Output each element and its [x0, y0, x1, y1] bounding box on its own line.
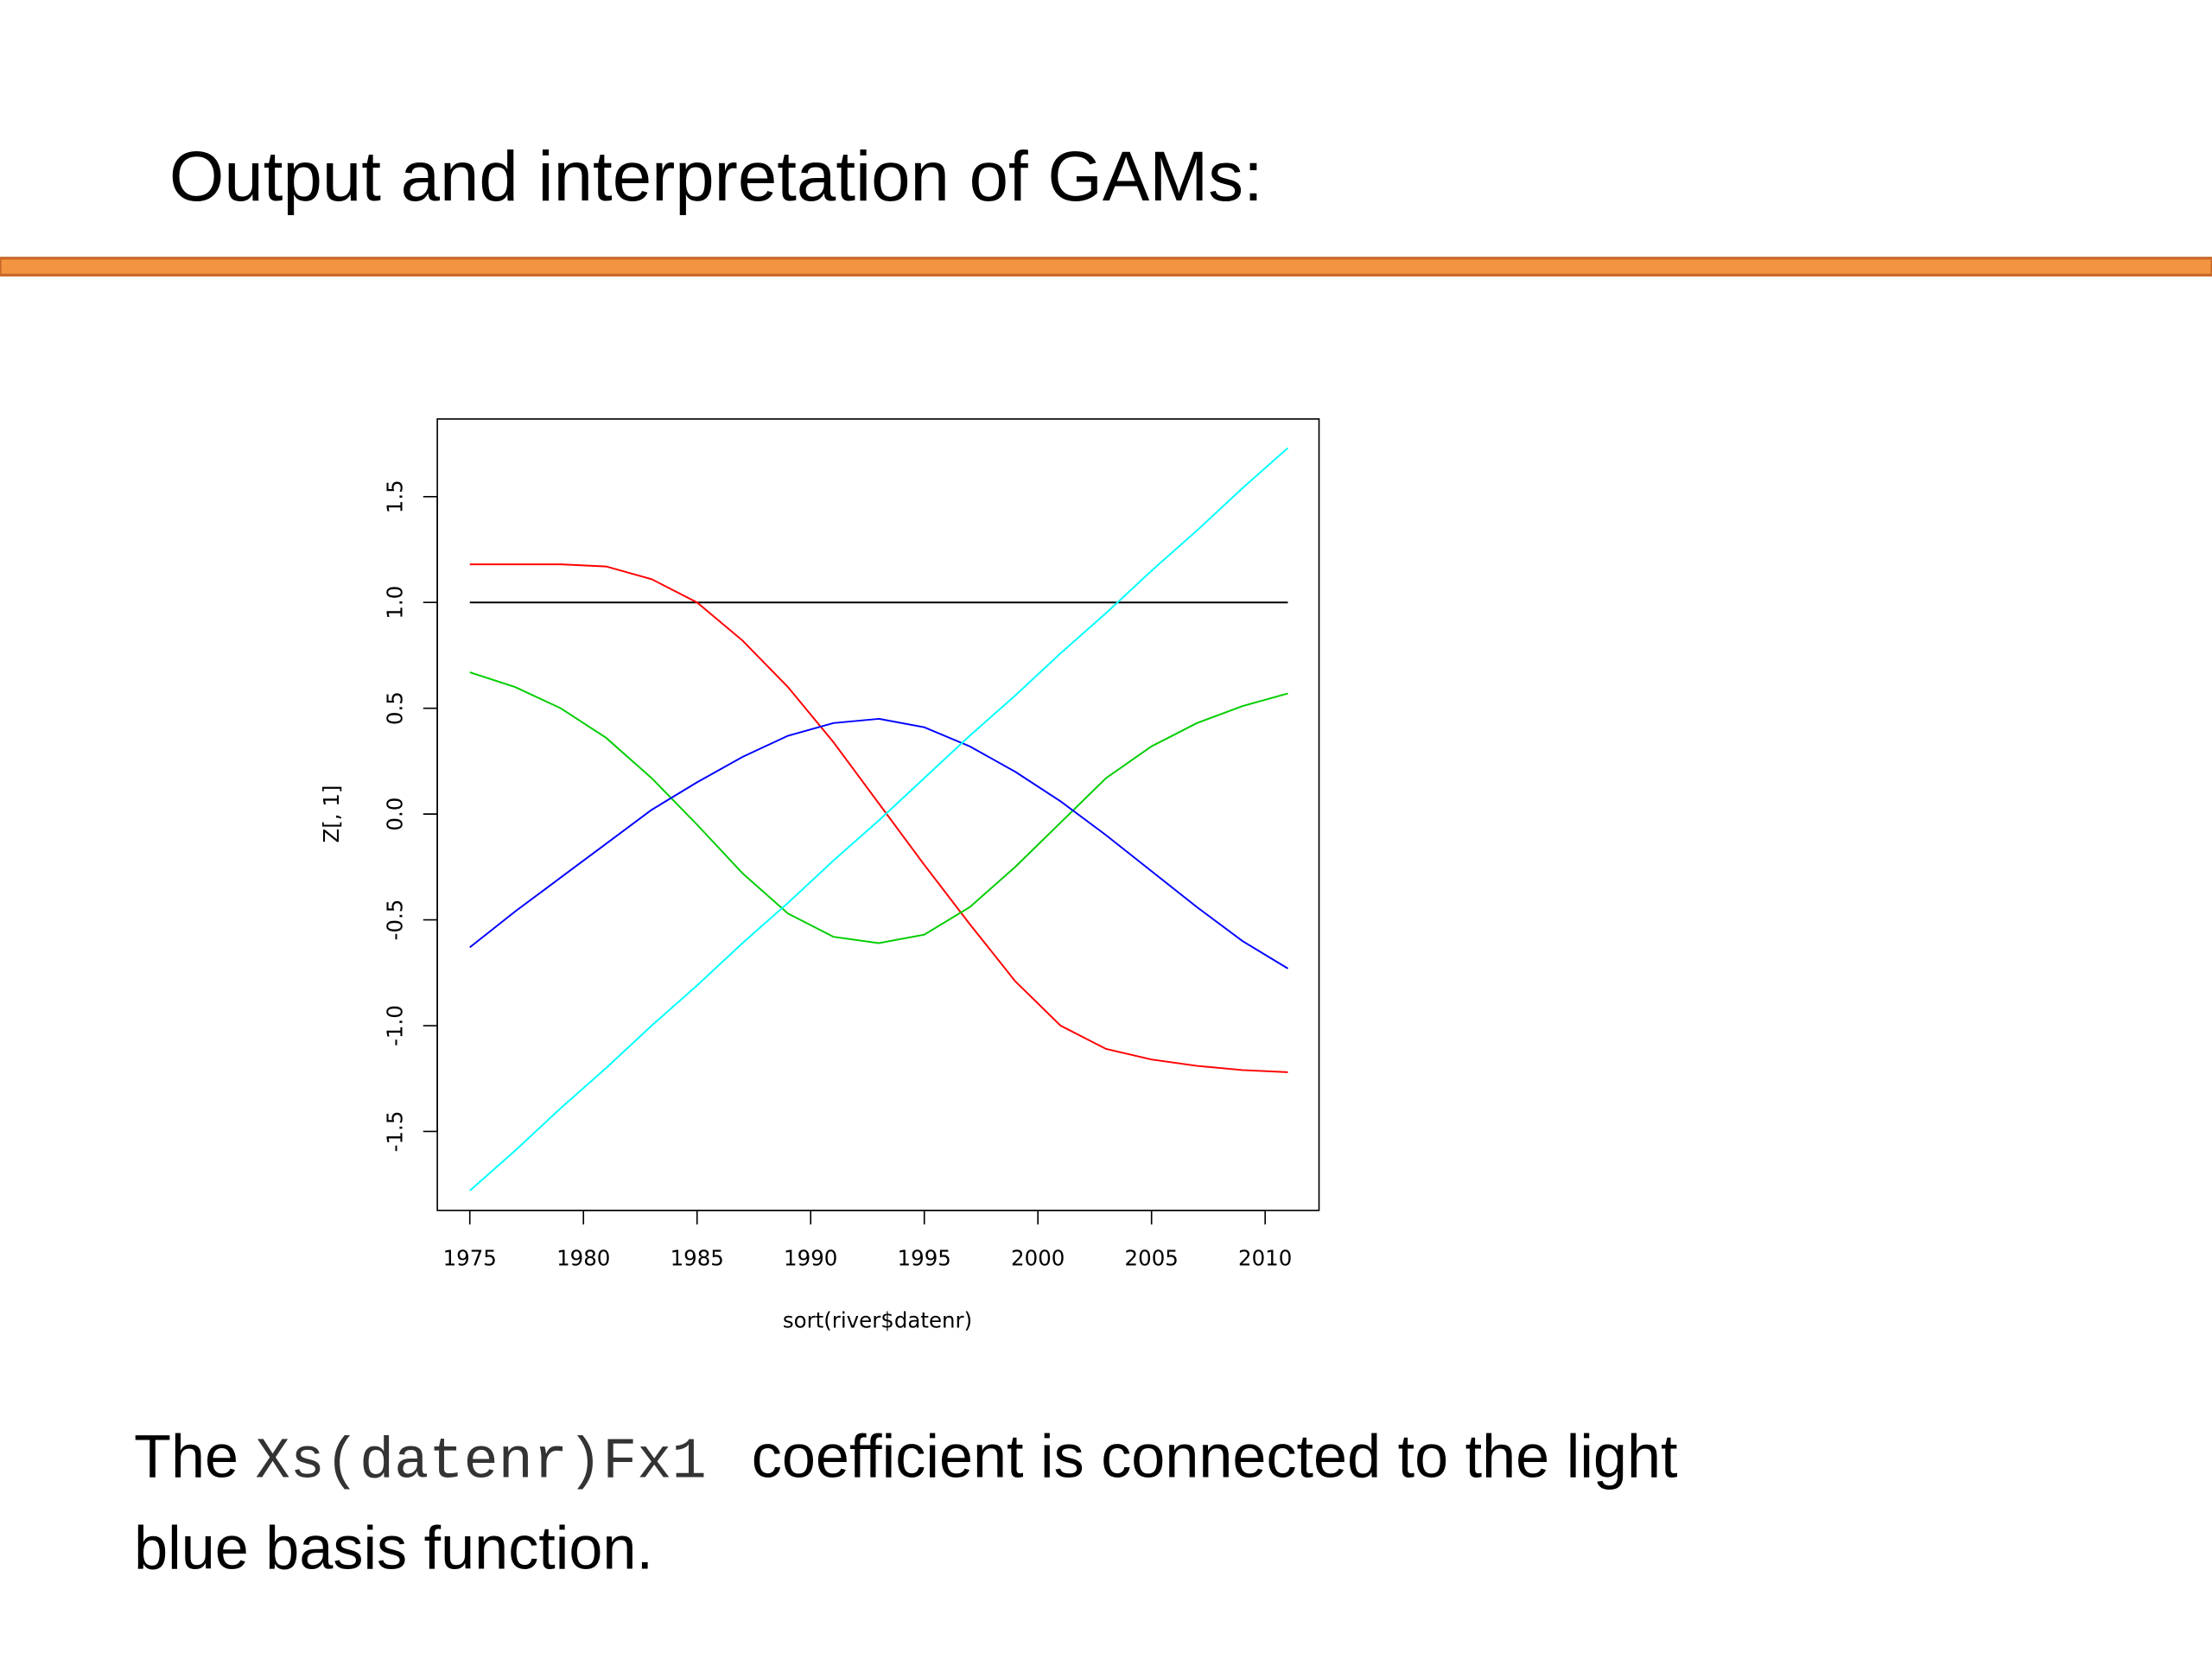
body-text: The	[134, 1421, 255, 1490]
x-tick-label: 1985	[671, 1245, 724, 1270]
x-tick-label: 1995	[898, 1245, 951, 1270]
series-line	[469, 671, 1288, 944]
code-text: Xs(datenr)Fx1	[256, 1429, 707, 1495]
x-tick-label: 1980	[556, 1245, 610, 1270]
x-tick-label: 2010	[1238, 1245, 1292, 1270]
series-line	[469, 563, 1288, 1073]
series-line	[469, 717, 1289, 969]
series-line	[469, 447, 1289, 1192]
slide-title: Output and interpretation of GAMs:	[169, 137, 1263, 216]
x-tick-label: 1975	[443, 1245, 497, 1270]
x-tick-label: 2000	[1011, 1245, 1065, 1270]
plot-frame	[436, 418, 1320, 1211]
x-tick-label: 2005	[1125, 1245, 1179, 1270]
x-tick-label: 1990	[784, 1245, 837, 1270]
y-tick-label: -1.5	[382, 1111, 407, 1153]
y-axis-label: Z[, 1]	[319, 785, 344, 843]
body-line-1: The Xs(datenr)Fx1 coefficient is connect…	[134, 1421, 1677, 1495]
title-divider	[0, 257, 2212, 276]
y-tick-label: -1.0	[382, 1005, 407, 1046]
y-tick-label: 1.5	[382, 480, 407, 513]
y-tick-label: -0.5	[382, 899, 407, 941]
x-axis-label: sort(river$datenr)	[783, 1307, 972, 1332]
body-line-2: blue basis function.	[134, 1514, 653, 1582]
y-tick-label: 0.0	[382, 798, 407, 831]
body-text: coefficient is connected to the light	[734, 1421, 1677, 1490]
y-tick-label: 0.5	[382, 691, 407, 725]
y-tick-label: 1.0	[382, 586, 407, 620]
